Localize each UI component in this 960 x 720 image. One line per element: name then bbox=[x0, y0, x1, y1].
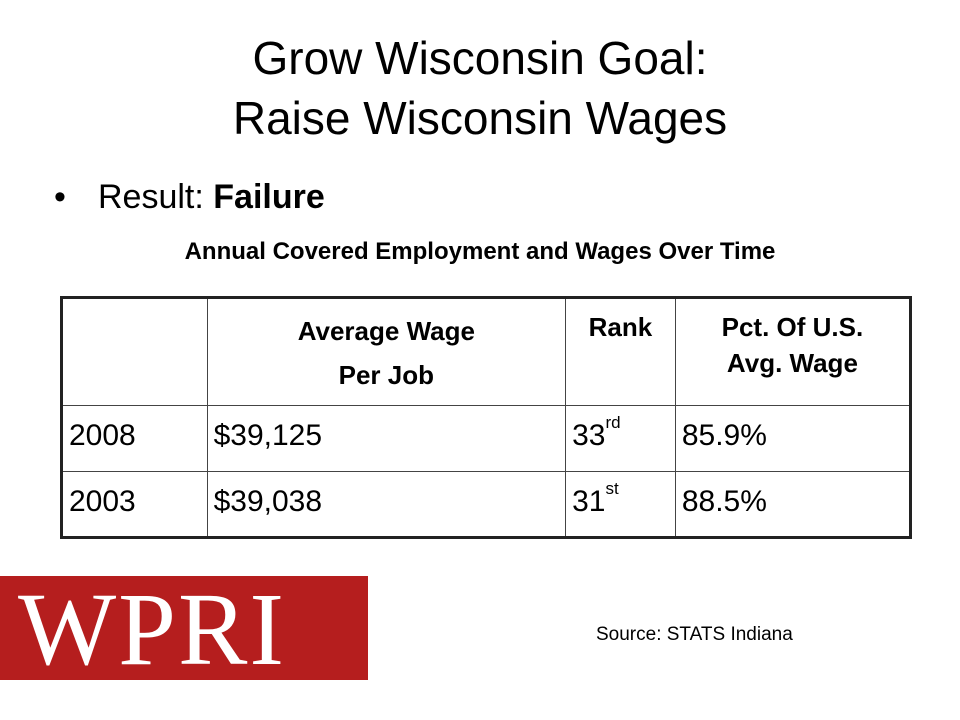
header-rank-label: Rank bbox=[588, 312, 653, 342]
rank-suffix: rd bbox=[605, 413, 621, 432]
wage-table: Average Wage Per Job Rank Pct. Of U.S. A… bbox=[60, 296, 912, 539]
cell-pct: 85.9% bbox=[674, 405, 912, 472]
result-label: Result: bbox=[98, 178, 214, 216]
cell-year: 2008 bbox=[61, 405, 208, 472]
bullet-icon: • bbox=[54, 178, 66, 216]
source-note: Source: STATS Indiana bbox=[596, 624, 793, 645]
table-header-row: Average Wage Per Job Rank Pct. Of U.S. A… bbox=[61, 297, 912, 406]
table-row: 2008 $39,125 33rd 85.9% bbox=[61, 405, 912, 472]
slide-title: Grow Wisconsin Goal: Raise Wisconsin Wag… bbox=[0, 28, 960, 148]
cell-rank: 33rd bbox=[565, 405, 676, 472]
title-line-1: Grow Wisconsin Goal: bbox=[252, 32, 708, 84]
cell-wage: $39,038 bbox=[206, 471, 567, 538]
cell-rank: 31st bbox=[565, 471, 676, 538]
wpri-logo-text: WPRI bbox=[18, 576, 286, 681]
table-caption: Annual Covered Employment and Wages Over… bbox=[184, 238, 776, 265]
table-row: 2003 $39,038 31st 88.5% bbox=[61, 471, 912, 538]
header-average-wage-line-2: Per Job bbox=[338, 360, 434, 390]
header-average-wage-line-1: Average Wage bbox=[297, 316, 475, 346]
header-rank: Rank bbox=[565, 297, 676, 406]
cell-wage: $39,125 bbox=[206, 405, 567, 472]
header-average-wage: Average Wage Per Job bbox=[206, 297, 567, 406]
result-bullet: • Result: Failure bbox=[54, 174, 325, 220]
cell-year: 2003 bbox=[61, 471, 208, 538]
header-pct-line-1: Pct. Of U.S. bbox=[721, 312, 864, 342]
result-value: Failure bbox=[213, 178, 325, 216]
title-line-2: Raise Wisconsin Wages bbox=[232, 92, 728, 144]
header-pct-line-2: Avg. Wage bbox=[726, 348, 858, 378]
cell-pct: 88.5% bbox=[674, 471, 912, 538]
header-year bbox=[61, 297, 208, 406]
rank-number: 31 bbox=[572, 485, 606, 518]
rank-number: 33 bbox=[572, 419, 606, 452]
header-pct-us-wage: Pct. Of U.S. Avg. Wage bbox=[674, 297, 912, 406]
rank-suffix: st bbox=[605, 479, 619, 498]
wpri-logo: WPRI bbox=[0, 576, 368, 680]
